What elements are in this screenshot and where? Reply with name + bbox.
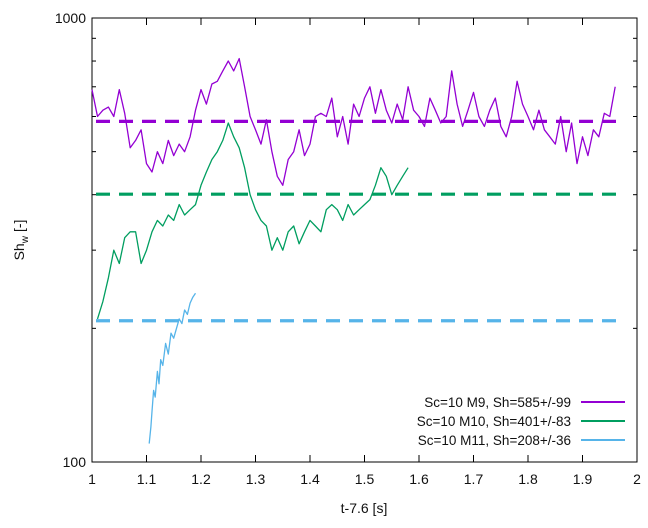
x-tick-label: 1 [88, 471, 96, 487]
series-lines [91, 57, 616, 444]
y-tick-label: 100 [63, 454, 87, 470]
x-tick-label: 1.8 [518, 471, 538, 487]
x-tick-label: 1.6 [409, 471, 429, 487]
series-line [96, 122, 409, 320]
y-axis-title: Shw [-] [11, 220, 31, 261]
x-axis-ticks: 1 1.1 1.2 1.3 1.4 1.5 1.6 1.7 1.8 1.9 2 [88, 18, 641, 487]
y-tick-label: 1000 [55, 10, 86, 26]
x-tick-label: 2 [633, 471, 641, 487]
y-axis-ticks: 100 1000 [55, 10, 637, 470]
x-tick-label: 1.7 [464, 471, 484, 487]
y-axis-title-unit: [-] [11, 220, 27, 232]
x-axis-title: t-7.6 [s] [341, 500, 388, 516]
series-line [148, 292, 197, 444]
legend-label: Sc=10 M10, Sh=401+/-83 [417, 414, 571, 429]
legend-label: Sc=10 M11, Sh=208+/-36 [418, 433, 571, 448]
x-tick-label: 1.9 [573, 471, 593, 487]
x-tick-label: 1.3 [246, 471, 266, 487]
x-tick-label: 1.5 [355, 471, 375, 487]
y-axis-title-subscript: w [20, 235, 31, 244]
y-axis-title-main: Sh [11, 243, 27, 260]
series-line [91, 57, 616, 186]
legend-label: Sc=10 M9, Sh=585+/-99 [424, 395, 571, 410]
x-tick-label: 1.4 [300, 471, 320, 487]
x-tick-label: 1.2 [191, 471, 211, 487]
legend: Sc=10 M9, Sh=585+/-99 Sc=10 M10, Sh=401+/… [417, 395, 625, 448]
x-tick-label: 1.1 [137, 471, 157, 487]
